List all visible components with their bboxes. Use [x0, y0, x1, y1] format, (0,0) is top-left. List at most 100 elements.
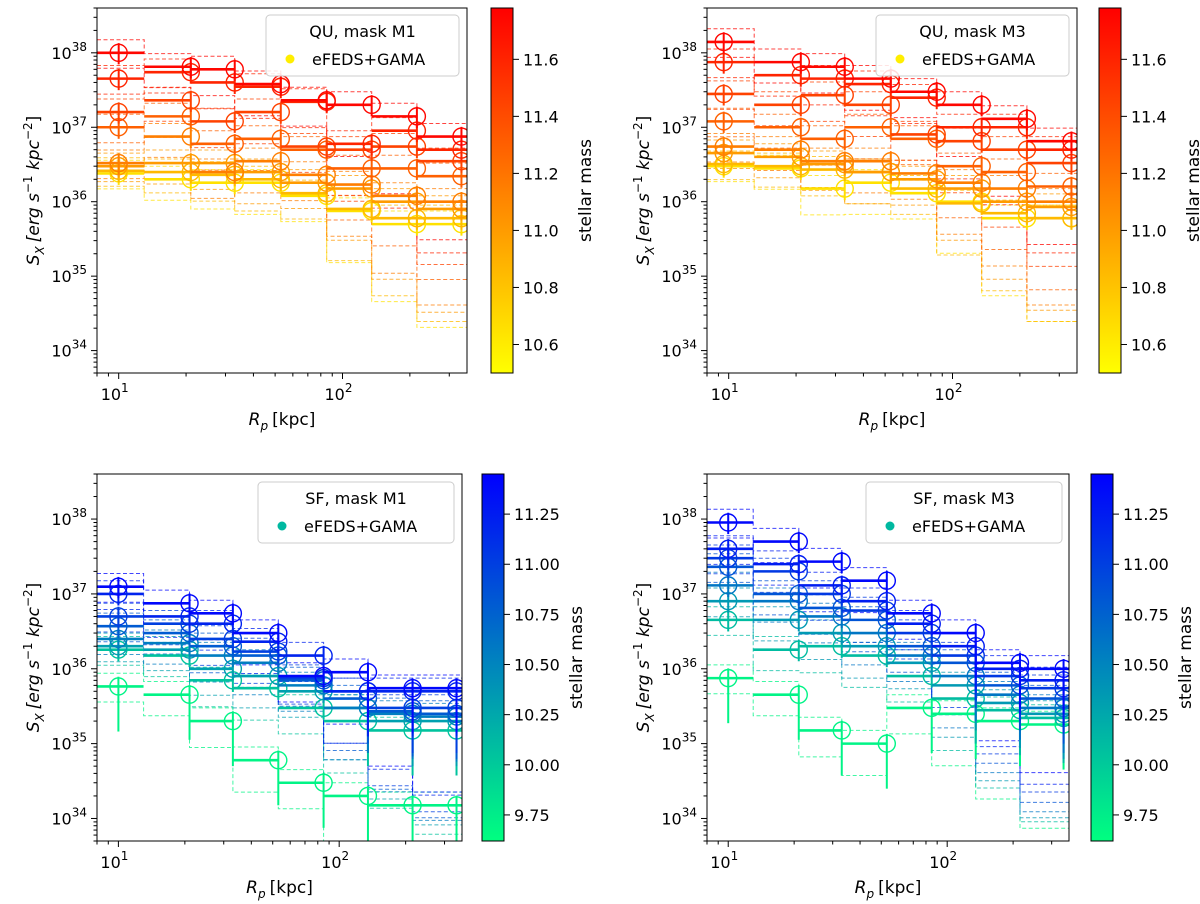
data-point: [452, 192, 467, 211]
colorbar-tick-label: 10.50: [514, 656, 560, 675]
x-tick-exponent: 2: [950, 849, 958, 863]
colorbar-tick-label: 11.25: [1123, 505, 1169, 524]
panel-4: 1034 1035 1036 1037 1038 101 102 Rp [kpc] SX [erg …: [631, 473, 1196, 901]
plot-area: [97, 573, 462, 841]
y-axis-label-sub: X: [643, 713, 657, 723]
series-mass-11.4: [707, 512, 1069, 714]
y-tick-exponent: 37: [72, 581, 87, 595]
series-mass-11.4: [97, 576, 462, 734]
data-point: [109, 102, 128, 122]
colorbar-tick-label: 10.25: [514, 706, 560, 725]
data-point: [832, 721, 851, 740]
y-axis-label-exponent: −2: [21, 122, 35, 140]
y-tick-exponent: 35: [682, 263, 697, 277]
y-axis-label-unit: ]: [24, 583, 44, 590]
y-axis-label-exponent: −2: [21, 589, 35, 607]
y-tick-exponent: 38: [682, 40, 697, 54]
data-point: [972, 156, 991, 176]
x-tick-label: 101: [711, 381, 739, 404]
data-point: [271, 102, 290, 122]
colorbar-tick-label: 11.2: [523, 164, 559, 183]
colorbar-tick-label: 9.75: [1123, 806, 1159, 825]
x-tick-exponent: 2: [345, 381, 353, 395]
x-tick-exponent: 1: [731, 849, 739, 863]
data-point: [109, 607, 128, 626]
data-point: [832, 576, 851, 595]
envelope-line: [707, 28, 1077, 129]
y-tick-label: 1036: [661, 656, 697, 679]
colorbar-label: stellar mass: [1176, 606, 1196, 709]
y-tick-exponent: 35: [72, 263, 87, 277]
y-axis-label-unit: kpc: [634, 139, 654, 175]
series-mass-11.15: [707, 136, 1077, 214]
data-point: [109, 43, 128, 63]
y-axis-label-sub: X: [33, 246, 47, 256]
colorbar-tick-label: 11.2: [1131, 164, 1167, 183]
y-tick-exponent: 38: [72, 506, 87, 520]
data-point: [972, 95, 991, 115]
data-point: [362, 134, 381, 153]
data-point: [1017, 109, 1037, 128]
data-point: [109, 69, 128, 88]
series-mass-11.6: [707, 52, 1077, 162]
legend-box: [865, 481, 1063, 544]
y-tick-exponent: 36: [682, 656, 697, 670]
legend-box: [265, 14, 460, 77]
legend-marker: [885, 521, 895, 531]
x-tick-label: 101: [100, 849, 128, 872]
y-tick-label: 1035: [51, 731, 87, 754]
data-point: [223, 711, 243, 731]
data-point: [791, 52, 811, 72]
envelope-line: [97, 157, 467, 206]
data-point: [225, 162, 244, 182]
y-tick-label: 1035: [661, 263, 697, 286]
envelope-line: [97, 664, 462, 835]
y-axis-label-main: S: [634, 721, 654, 732]
y-tick-exponent: 34: [682, 338, 697, 352]
x-axis-label-main: R: [859, 410, 871, 430]
legend-title: SF, mask M3: [913, 489, 1015, 508]
plot-area: [97, 39, 467, 328]
envelope-line: [97, 580, 462, 679]
data-point: [1010, 653, 1030, 673]
data-point: [362, 95, 381, 115]
x-axis-label-main: R: [246, 878, 258, 898]
envelope-line: [707, 571, 1069, 696]
y-tick-exponent: 34: [682, 805, 697, 819]
data-point: [269, 623, 288, 643]
x-tick-label: 101: [101, 381, 129, 404]
data-point: [447, 796, 462, 815]
data-point: [271, 152, 290, 171]
x-tick-exponent: 1: [731, 381, 739, 395]
legend-marker: [895, 54, 905, 64]
colorbar-label: stellar mass: [567, 606, 587, 709]
x-tick-label: 102: [321, 849, 349, 872]
y-tick-exponent: 37: [682, 114, 697, 128]
envelope-line: [97, 159, 467, 212]
data-point: [789, 554, 808, 574]
colorbar-tick-label: 10.50: [1123, 656, 1169, 675]
envelope-line: [707, 563, 1069, 785]
envelope-line: [707, 664, 1069, 731]
legend-marker: [285, 54, 295, 64]
data-point: [314, 773, 333, 792]
y-tick-label: 1034: [51, 805, 87, 828]
y-axis-label: SX [erg s−1 kpc−2]: [631, 583, 657, 733]
envelope-line: [707, 581, 1069, 803]
axes-frame: [706, 473, 1070, 842]
data-point: [181, 57, 201, 76]
x-axis-label-main: R: [855, 878, 867, 898]
colorbar: [1098, 7, 1122, 374]
colorbar-tick-label: 10.6: [523, 335, 559, 354]
x-axis-label-sub: p: [869, 419, 878, 433]
data-point: [452, 127, 467, 146]
series-mass-11.3: [97, 106, 467, 188]
y-tick-label: 1036: [661, 189, 697, 212]
x-axis-label-main: R: [249, 410, 261, 430]
y-axis-label-unit: [erg s: [634, 660, 654, 709]
colorbar: [1090, 473, 1114, 842]
colorbar-tick-label: 9.75: [514, 806, 550, 825]
y-tick-exponent: 38: [72, 40, 87, 54]
x-tick-exponent: 2: [342, 849, 350, 863]
